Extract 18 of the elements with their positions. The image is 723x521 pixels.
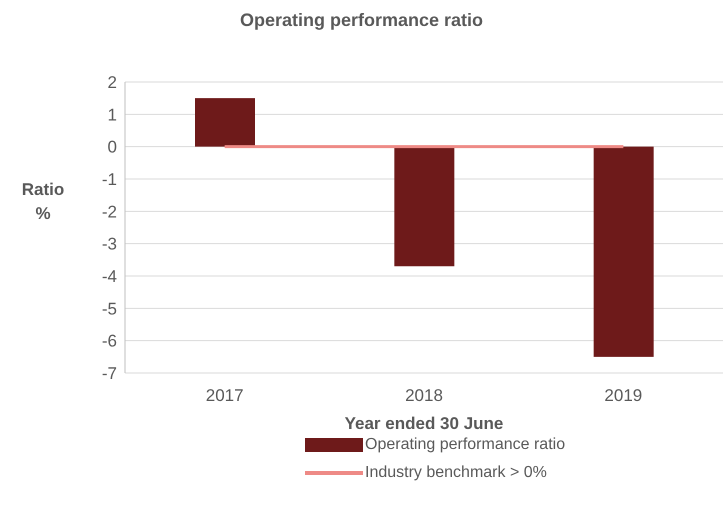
- y-tick-label: -4: [102, 267, 117, 286]
- y-tick-label: 1: [108, 105, 117, 124]
- x-axis-title: Year ended 30 June: [344, 414, 504, 433]
- y-tick-label: 0: [108, 138, 117, 157]
- x-tick-label: 2018: [405, 386, 443, 406]
- y-tick-label: -5: [102, 299, 117, 318]
- y-tick-label: -1: [102, 170, 117, 190]
- chart-title: Operating performance ratio: [238, 10, 484, 31]
- y-tick-label: -2: [102, 202, 117, 222]
- y-tick-label: -3: [102, 234, 117, 254]
- y-tick-label: -7: [102, 364, 117, 384]
- legend-label: Industry benchmark > 0%: [365, 464, 547, 482]
- x-tick-label: 2017: [206, 386, 244, 406]
- x-tick-label: 2019: [604, 386, 642, 406]
- y-tick-label: 2: [108, 73, 117, 92]
- y-tick-label: -6: [102, 332, 117, 351]
- legend-label: Operating performance ratio: [365, 436, 566, 454]
- y-axis-title: Ratio %: [20, 179, 66, 225]
